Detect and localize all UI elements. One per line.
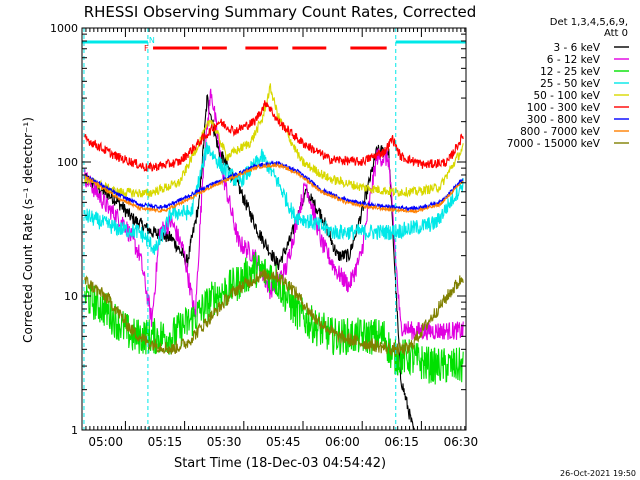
legend-label: 50 - 100 keV [533,90,600,102]
series-line-6-12keV [84,88,464,341]
legend-header: Att 0 [604,28,628,39]
legend-label: 100 - 300 keV [527,102,601,114]
legend-label: 25 - 50 keV [540,78,601,90]
series-line-25-50keV [84,141,464,255]
y-axis-label: Corrected Count Rate (s⁻¹ detector⁻¹) [21,117,35,343]
x-tick-label: 06:00 [325,435,360,449]
series-line-800-7000keV [84,162,464,214]
legend-label: 7000 - 15000 keV [507,138,601,150]
chart-title: RHESSI Observing Summary Count Rates, Co… [84,3,477,21]
x-tick-label: 05:30 [207,435,242,449]
legend-label: 12 - 25 keV [540,66,601,78]
x-tick-label: 05:45 [266,435,301,449]
y-tick-label: 1000 [50,22,78,35]
x-tick-label: 05:00 [88,435,123,449]
legend-label: 3 - 6 keV [553,42,600,54]
plot-frame [81,27,467,431]
series-line-7000-15000keV [84,269,464,357]
timestamp-footer: 26-Oct-2021 19:50 [560,469,636,478]
x-tick-label: 06:30 [444,435,479,449]
legend-header: Det 1,3,4,5,6,9, [550,17,628,28]
y-tick-label: 1 [71,424,78,437]
marker-label-F: F [144,44,149,53]
x-tick-label: 05:15 [148,435,183,449]
series-line-100-300keV [84,100,464,172]
y-tick-label: 100 [57,156,78,169]
legend-label: 300 - 800 keV [527,114,601,126]
legend-label: 6 - 12 keV [547,54,601,66]
legend-label: 800 - 7000 keV [520,126,601,138]
y-tick-label: 10 [64,290,78,303]
series-line-12-25keV [84,251,464,385]
series-line-50-100keV [84,83,464,199]
x-axis-label: Start Time (18-Dec-03 04:54:42) [174,456,386,471]
marker-label-N: N [149,36,155,45]
x-tick-label: 06:15 [384,435,419,449]
